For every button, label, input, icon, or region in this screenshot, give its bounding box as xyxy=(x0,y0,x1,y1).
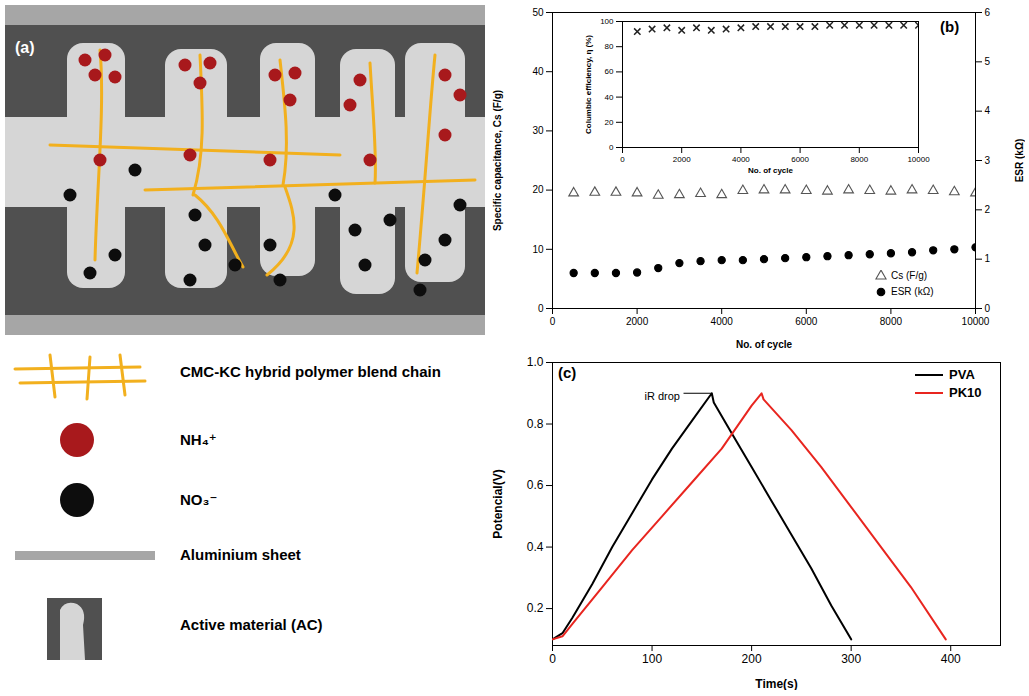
svg-text:Columbic efficiency, η (%): Columbic efficiency, η (%) xyxy=(584,35,593,134)
svg-text:NH₄⁺: NH₄⁺ xyxy=(180,431,217,448)
svg-text:40: 40 xyxy=(605,93,614,102)
svg-text:8000: 8000 xyxy=(880,316,903,327)
svg-text:5: 5 xyxy=(985,56,991,67)
svg-text:4000: 4000 xyxy=(711,316,734,327)
svg-text:Active material (AC): Active material (AC) xyxy=(180,616,323,633)
svg-text:0: 0 xyxy=(985,303,991,314)
svg-text:Specific capacitance, Cs (F/g): Specific capacitance, Cs (F/g) xyxy=(492,90,503,231)
svg-text:ESR (kΩ): ESR (kΩ) xyxy=(1014,139,1025,183)
svg-text:0.2: 0.2 xyxy=(527,601,544,615)
svg-text:100: 100 xyxy=(600,17,614,26)
svg-text:60: 60 xyxy=(605,67,614,76)
svg-text:Potencial(V): Potencial(V) xyxy=(491,469,505,538)
svg-text:0.4: 0.4 xyxy=(527,540,544,554)
svg-text:6000: 6000 xyxy=(791,155,809,164)
svg-text:2: 2 xyxy=(985,204,991,215)
svg-text:10000: 10000 xyxy=(907,155,930,164)
svg-text:0: 0 xyxy=(620,155,625,164)
svg-text:2000: 2000 xyxy=(626,316,649,327)
html-text:PVA: PVA xyxy=(949,367,975,382)
svg-text:6: 6 xyxy=(985,7,991,18)
svg-text:80: 80 xyxy=(605,42,614,51)
svg-text:400: 400 xyxy=(941,652,961,666)
svg-text:NO₃⁻: NO₃⁻ xyxy=(180,491,217,508)
svg-text:6000: 6000 xyxy=(795,316,818,327)
svg-text:Time(s): Time(s) xyxy=(755,677,797,691)
svg-text:10: 10 xyxy=(532,244,544,255)
html-text:PK10: PK10 xyxy=(949,385,982,400)
svg-text:0: 0 xyxy=(550,316,556,327)
svg-text:1.0: 1.0 xyxy=(527,355,544,369)
svg-text:0.8: 0.8 xyxy=(527,417,544,431)
html-text:ESR (kΩ): ESR (kΩ) xyxy=(891,286,934,297)
svg-text:0: 0 xyxy=(549,652,556,666)
svg-text:No. of cycle: No. of cycle xyxy=(748,166,793,175)
svg-text:20: 20 xyxy=(605,118,614,127)
svg-text:50: 50 xyxy=(532,7,544,18)
svg-text:2000: 2000 xyxy=(673,155,691,164)
svg-text:(a): (a) xyxy=(15,39,35,56)
html-text:(c): (c) xyxy=(558,364,577,381)
svg-text:10000: 10000 xyxy=(962,316,990,327)
html-text:(b): (b) xyxy=(940,18,960,35)
svg-text:20: 20 xyxy=(532,184,544,195)
svg-text:40: 40 xyxy=(532,66,544,77)
svg-text:0.6: 0.6 xyxy=(527,478,544,492)
svg-text:8000: 8000 xyxy=(850,155,868,164)
svg-text:3: 3 xyxy=(985,155,991,166)
svg-text:iR drop: iR drop xyxy=(644,390,679,402)
svg-text:4000: 4000 xyxy=(732,155,750,164)
svg-text:30: 30 xyxy=(532,125,544,136)
svg-text:CMC-KC hybrid polymer blend ch: CMC-KC hybrid polymer blend chain xyxy=(180,363,441,380)
svg-text:0: 0 xyxy=(609,143,614,152)
svg-text:200: 200 xyxy=(742,652,762,666)
svg-text:4: 4 xyxy=(985,105,991,116)
svg-text:Aluminium sheet: Aluminium sheet xyxy=(180,546,301,563)
svg-text:0: 0 xyxy=(538,303,544,314)
svg-text:1: 1 xyxy=(985,253,991,264)
svg-text:300: 300 xyxy=(841,652,861,666)
svg-text:100: 100 xyxy=(642,652,662,666)
svg-text:No. of cycle: No. of cycle xyxy=(736,339,793,350)
html-text:Cs (F/g): Cs (F/g) xyxy=(891,270,928,281)
